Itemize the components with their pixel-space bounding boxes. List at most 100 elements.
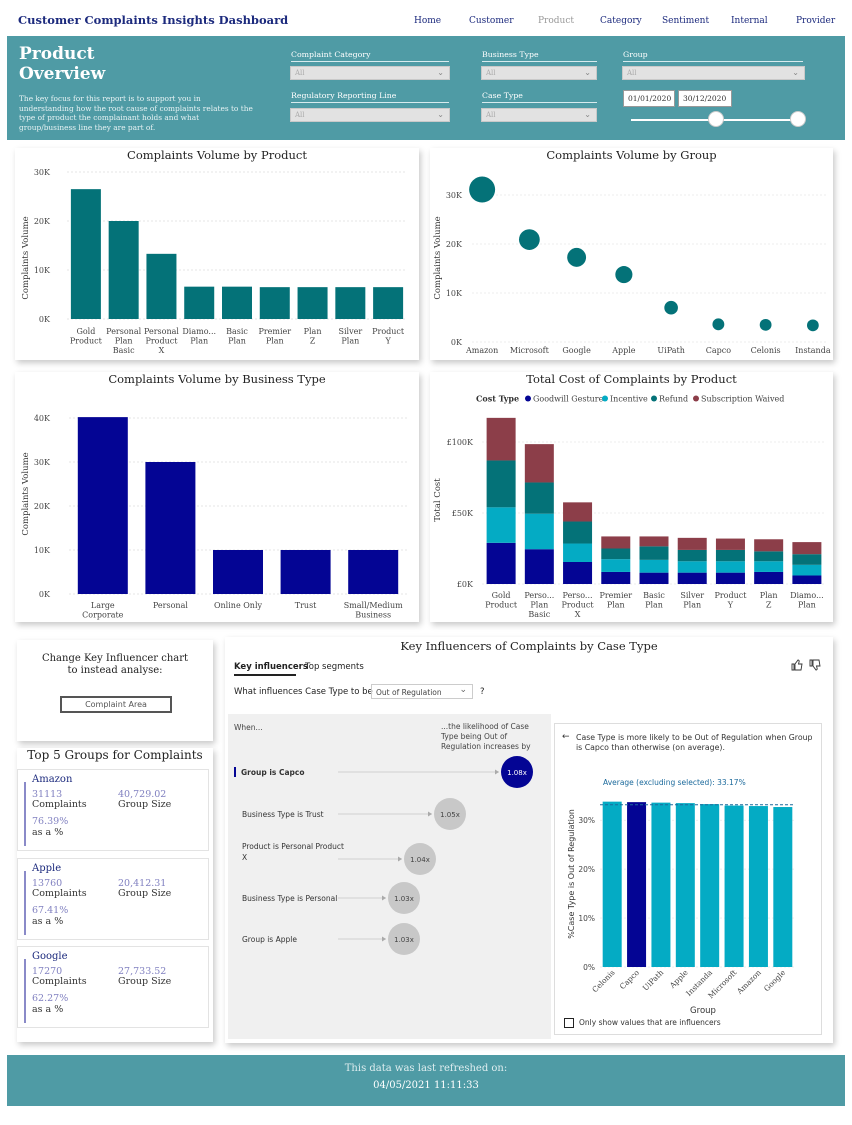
y-axis-label: Total Cost xyxy=(433,478,443,522)
bar xyxy=(184,286,215,319)
x-tick-label: UiPath xyxy=(657,346,684,355)
bar-segment xyxy=(792,575,822,584)
case-type-select[interactable]: All ⌄ xyxy=(481,108,597,122)
ki-factors-pane: When... ...the likelihood of Case Type b… xyxy=(228,714,551,1039)
group-accent-bar xyxy=(24,959,26,1023)
when-label: When... xyxy=(234,723,263,732)
ki-prompt-text: Change Key Influencer chart to instead a… xyxy=(41,653,189,676)
header-band: Product Overview The key focus for this … xyxy=(7,36,845,140)
target-value-select[interactable]: Out of Regulation ⌄ xyxy=(371,684,473,699)
nav-internal[interactable]: Internal xyxy=(731,16,768,26)
date-end-input[interactable]: 30/12/2020 xyxy=(678,90,732,107)
group-select[interactable]: All ⌄ xyxy=(622,66,805,80)
bar xyxy=(748,806,768,967)
y-axis-label: Complaints Volume xyxy=(21,452,31,535)
bar-segment xyxy=(754,551,784,562)
key-influencers-panel: Key Influencers of Complaints by Case Ty… xyxy=(225,637,833,1043)
y-tick-label: 30K xyxy=(34,168,51,177)
bar xyxy=(297,287,328,319)
bar xyxy=(146,253,177,319)
y-tick-label: 0% xyxy=(583,963,595,972)
tab-key-influencers[interactable]: Key influencers xyxy=(234,662,308,672)
group-accent-bar xyxy=(24,782,26,846)
group-size: 40,729.02 xyxy=(118,789,167,800)
filter-underline xyxy=(291,102,449,103)
selected-marker xyxy=(234,767,236,777)
date-slider-start-handle[interactable] xyxy=(708,111,724,127)
y-tick-label: 10K xyxy=(446,289,463,298)
group-pct-label: as a % xyxy=(32,827,64,838)
x-tick-label: Trust xyxy=(295,601,317,610)
y-tick-label: 20% xyxy=(578,865,595,874)
cost-by-product-card: Total Cost of Complaints by Product Tota… xyxy=(430,372,833,622)
x-tick-label: Product Y xyxy=(714,591,747,610)
filter-label-business-type: Business Type xyxy=(482,50,539,59)
influencers-only-checkbox[interactable] xyxy=(564,1018,574,1028)
ki-factors-chart: 1.08x Group is Capco 1.05x Business Type is… xyxy=(234,756,533,955)
tab-top-segments[interactable]: Top segments xyxy=(305,662,364,672)
business-type-select[interactable]: All ⌄ xyxy=(481,66,597,80)
nav-provider[interactable]: Provider xyxy=(796,16,836,26)
nav-category[interactable]: Category xyxy=(600,16,642,26)
volume-by-business-type-chart: Complaints Volume 0K 10K 20K 30K 40K Large Cor… xyxy=(21,414,407,620)
bar-segment xyxy=(639,572,669,584)
select-value: All xyxy=(486,69,496,77)
connector-arrow xyxy=(382,895,386,901)
bar-segment xyxy=(486,507,516,543)
group-complaints-label: Complaints xyxy=(32,976,87,987)
page-title: Product Overview xyxy=(19,44,106,84)
regulatory-line-select[interactable]: All ⌄ xyxy=(290,108,450,122)
nav-sentiment[interactable]: Sentiment xyxy=(662,16,710,26)
y-tick-label: 10K xyxy=(34,546,51,555)
y-tick-label: 30% xyxy=(578,816,595,825)
complaint-category-select[interactable]: All ⌄ xyxy=(290,66,450,80)
x-tick-label: Premier Plan xyxy=(258,327,291,346)
bar xyxy=(700,804,720,967)
bar xyxy=(70,189,101,319)
help-icon[interactable]: ? xyxy=(480,687,485,697)
ki-group-chart: %Case Type is Out of Regulation Group Av… xyxy=(567,778,795,1016)
top-groups-title: Top 5 Groups for Complaints xyxy=(27,748,203,762)
complaint-area-button[interactable]: Complaint Area xyxy=(60,696,172,713)
date-slider-end-handle[interactable] xyxy=(790,111,806,127)
x-tick-label: Capco xyxy=(706,346,731,355)
filter-label-group: Group xyxy=(623,50,648,59)
x-tick-label: Amazon xyxy=(734,968,763,997)
nav-product[interactable]: Product xyxy=(538,16,574,26)
chevron-down-icon: ⌄ xyxy=(437,110,444,119)
thumbs-down-icon[interactable] xyxy=(809,659,821,674)
x-tick-label: Apple xyxy=(611,346,636,355)
select-value: All xyxy=(486,111,496,119)
data-point xyxy=(567,247,587,267)
x-tick-label: Perso... Product X xyxy=(562,591,595,619)
ki-detail-pane: ← Case Type is more likely to be Out of … xyxy=(554,723,822,1035)
x-tick-label: Silver Plan xyxy=(680,591,704,610)
x-tick-label: Large Corporate xyxy=(82,601,124,620)
data-point xyxy=(807,319,819,332)
nav-home[interactable]: Home xyxy=(414,16,442,26)
x-tick-label: Plan Z xyxy=(760,591,778,610)
bar-segment xyxy=(601,536,631,549)
bar-segment xyxy=(486,417,516,461)
legend-label: Refund xyxy=(659,395,688,404)
thumbs-up-icon[interactable] xyxy=(791,659,803,674)
y-axis-label: %Case Type is Out of Regulation xyxy=(567,809,576,939)
select-value: Out of Regulation xyxy=(376,688,442,697)
bar-segment xyxy=(639,536,669,547)
x-tick-label: Diamo... Plan xyxy=(182,327,216,346)
x-tick-label: Celonis xyxy=(751,346,781,355)
legend-title: Cost Type xyxy=(476,394,519,404)
arrow-left-icon[interactable]: ← xyxy=(562,732,570,742)
nav-customer[interactable]: Customer xyxy=(469,16,514,26)
date-start-input[interactable]: 01/01/2020 xyxy=(623,90,675,107)
data-point xyxy=(664,300,678,315)
bar-segment xyxy=(792,554,822,565)
y-tick-label: 30K xyxy=(34,458,51,467)
x-tick-label: Personal Product X xyxy=(144,327,179,355)
group-size-label: Group Size xyxy=(118,976,172,987)
y-tick-label: £0K xyxy=(457,580,474,589)
filter-underline xyxy=(291,61,449,62)
y-tick-label: 20K xyxy=(446,240,463,249)
active-tab-underline xyxy=(234,674,296,676)
page-description: The key focus for this report is to supp… xyxy=(19,94,253,132)
